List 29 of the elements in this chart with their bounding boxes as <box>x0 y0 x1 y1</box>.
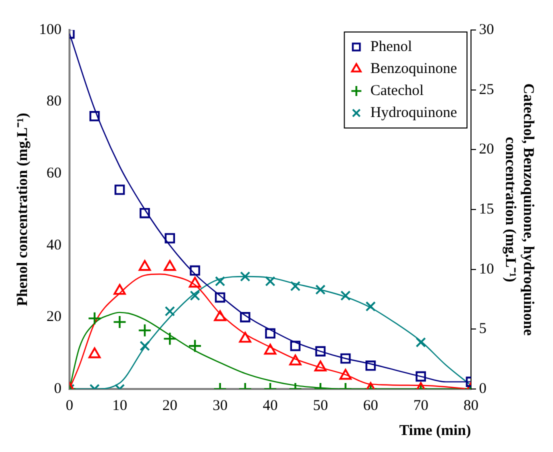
y2-tick-label: 10 <box>479 261 494 278</box>
x-tick-label: 10 <box>112 398 128 414</box>
legend-label: Phenol <box>370 38 412 55</box>
y2-tick-label: 25 <box>479 82 494 98</box>
y2-tick-label: 15 <box>479 201 494 218</box>
x-tick-label: 20 <box>162 398 178 414</box>
legend-label: Benzoquinone <box>370 60 458 77</box>
y-tick-label: 20 <box>46 309 62 326</box>
x-axis-title: Time (min) <box>399 422 471 439</box>
legend-label: Catechol <box>370 82 424 99</box>
x-tick-label: 40 <box>262 398 278 414</box>
y-tick-label: 60 <box>46 166 62 182</box>
y2-tick-label: 20 <box>479 142 494 158</box>
y2-axis-title: Catechol, Benzoquinone, hydroquinone concentration (mg.L⁻¹) <box>502 83 536 336</box>
y-axis-title: Phenol concentration (mg.L⁻¹) <box>14 112 31 306</box>
y2-tick-label: 0 <box>479 380 486 397</box>
y2-tick-label: 5 <box>479 321 486 338</box>
y-tick-label: 100 <box>39 22 62 38</box>
y2-tick-label: 30 <box>479 22 494 38</box>
x-tick-label: 50 <box>312 398 328 414</box>
x-tick-label: 30 <box>212 398 228 414</box>
x-tick-label: 60 <box>363 398 378 414</box>
y-tick-label: 40 <box>46 237 62 254</box>
y-tick-label: 80 <box>46 94 62 110</box>
x-tick-label: 70 <box>413 398 428 414</box>
x-tick-label: 0 <box>66 398 74 414</box>
legend-label: Hydroquinone <box>370 104 458 121</box>
x-tick-label: 80 <box>464 398 478 414</box>
y-tick-label: 0 <box>54 380 62 397</box>
